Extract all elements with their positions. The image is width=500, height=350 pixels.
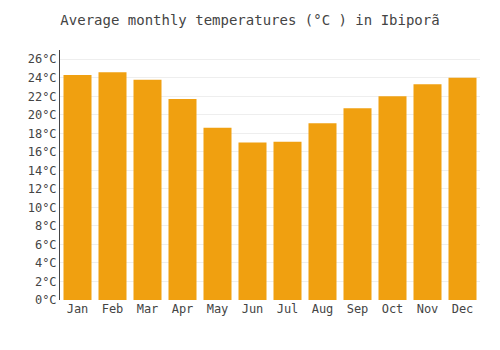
svg-text:4°C: 4°C bbox=[35, 256, 57, 270]
svg-text:12°C: 12°C bbox=[28, 182, 57, 196]
svg-text:14°C: 14°C bbox=[28, 164, 57, 178]
svg-text:Feb: Feb bbox=[102, 302, 124, 316]
svg-text:6°C: 6°C bbox=[35, 238, 57, 252]
svg-text:Jan: Jan bbox=[67, 302, 89, 316]
svg-text:Apr: Apr bbox=[172, 302, 194, 316]
svg-text:16°C: 16°C bbox=[28, 145, 57, 159]
svg-text:0°C: 0°C bbox=[35, 293, 57, 307]
svg-text:Sep: Sep bbox=[347, 302, 369, 316]
svg-text:Jun: Jun bbox=[242, 302, 264, 316]
svg-text:Aug: Aug bbox=[312, 302, 334, 316]
svg-text:22°C: 22°C bbox=[28, 90, 57, 104]
svg-text:26°C: 26°C bbox=[28, 52, 57, 66]
svg-text:2°C: 2°C bbox=[35, 275, 57, 289]
svg-text:20°C: 20°C bbox=[28, 108, 57, 122]
svg-text:24°C: 24°C bbox=[28, 71, 57, 85]
svg-text:8°C: 8°C bbox=[35, 219, 57, 233]
svg-text:May: May bbox=[207, 302, 229, 316]
svg-text:10°C: 10°C bbox=[28, 201, 57, 215]
svg-text:18°C: 18°C bbox=[28, 127, 57, 141]
svg-text:Jul: Jul bbox=[277, 302, 299, 316]
svg-text:Oct: Oct bbox=[382, 302, 404, 316]
svg-text:Mar: Mar bbox=[137, 302, 159, 316]
svg-text:Average monthly temperatures (: Average monthly temperatures (°C ) in Ib… bbox=[60, 12, 439, 28]
svg-text:Dec: Dec bbox=[452, 302, 474, 316]
svg-text:Nov: Nov bbox=[417, 302, 439, 316]
